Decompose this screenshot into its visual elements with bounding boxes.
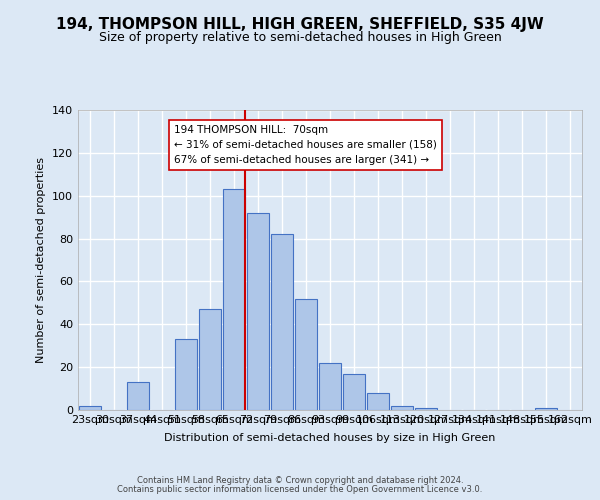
- Text: Contains HM Land Registry data © Crown copyright and database right 2024.: Contains HM Land Registry data © Crown c…: [137, 476, 463, 485]
- Bar: [415, 408, 437, 410]
- Text: Contains public sector information licensed under the Open Government Licence v3: Contains public sector information licen…: [118, 485, 482, 494]
- Bar: [367, 393, 389, 410]
- Text: 194 THOMPSON HILL:  70sqm
← 31% of semi-detached houses are smaller (158)
67% of: 194 THOMPSON HILL: 70sqm ← 31% of semi-d…: [174, 125, 437, 164]
- Bar: [295, 298, 317, 410]
- Text: Size of property relative to semi-detached houses in High Green: Size of property relative to semi-detach…: [98, 31, 502, 44]
- Y-axis label: Number of semi-detached properties: Number of semi-detached properties: [37, 157, 46, 363]
- X-axis label: Distribution of semi-detached houses by size in High Green: Distribution of semi-detached houses by …: [164, 433, 496, 443]
- Bar: [271, 234, 293, 410]
- Bar: [223, 190, 245, 410]
- Bar: [247, 213, 269, 410]
- Text: 194, THOMPSON HILL, HIGH GREEN, SHEFFIELD, S35 4JW: 194, THOMPSON HILL, HIGH GREEN, SHEFFIEL…: [56, 18, 544, 32]
- Bar: [79, 406, 101, 410]
- Bar: [391, 406, 413, 410]
- Bar: [127, 382, 149, 410]
- Bar: [319, 363, 341, 410]
- Bar: [343, 374, 365, 410]
- Bar: [175, 340, 197, 410]
- Bar: [535, 408, 557, 410]
- Bar: [199, 310, 221, 410]
